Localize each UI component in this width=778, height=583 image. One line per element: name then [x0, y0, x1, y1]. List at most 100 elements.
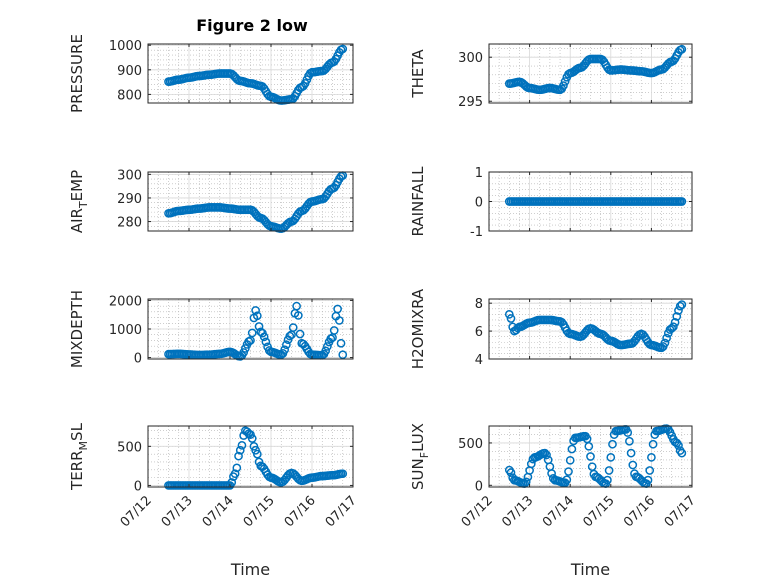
data-point — [670, 318, 680, 327]
data-point — [504, 309, 514, 319]
data-point — [643, 475, 653, 485]
data-point — [603, 475, 612, 485]
y-tick-label: 0 — [475, 479, 483, 494]
x-tick-label: 07/13 — [499, 493, 536, 530]
data-point — [282, 340, 291, 350]
chart-mixdepth: 0 1000 2000 MIXDEPTH — [68, 290, 354, 368]
axes-box — [488, 425, 693, 488]
data-point — [288, 323, 298, 332]
data-point — [326, 334, 336, 344]
data-point — [567, 444, 577, 454]
y-axis-label-suffix: SL — [68, 422, 86, 441]
series-markers — [164, 426, 348, 490]
data-point — [648, 439, 658, 449]
data-point — [334, 316, 344, 325]
y-axis-label-main: TERR — [68, 450, 86, 491]
data-point — [526, 459, 536, 469]
y-axis-label: AIRTEMP — [68, 170, 90, 233]
data-point — [674, 441, 683, 450]
data-point — [323, 342, 332, 351]
y-axis-label: TERRMSL — [68, 422, 90, 491]
data-point — [338, 469, 348, 479]
data-point — [584, 441, 594, 451]
data-point — [247, 434, 257, 443]
data-point — [329, 326, 339, 335]
x-tick-label: 07/17 — [662, 493, 699, 530]
data-point — [559, 81, 568, 90]
y-axis-label: H2OMIXRA — [409, 288, 427, 369]
y-tick-label: 0 — [134, 479, 142, 494]
x-tick-label: 07/14 — [200, 493, 237, 530]
axes-box — [488, 43, 693, 104]
chart-pressure: 800 900 1000 PRESSURE — [68, 34, 354, 113]
y-axis-label-main: AIR — [68, 208, 86, 233]
series-markers — [504, 424, 687, 488]
x-tick-label: 07/13 — [159, 493, 196, 530]
data-point — [241, 344, 250, 353]
data-point — [626, 448, 636, 458]
series-markers — [504, 300, 687, 353]
data-point — [336, 338, 346, 348]
data-point — [295, 329, 305, 339]
data-point — [677, 448, 687, 458]
data-point — [560, 77, 570, 86]
series-markers — [164, 44, 348, 105]
x-axis-label: Time — [570, 560, 610, 579]
data-point — [239, 348, 249, 357]
data-point — [542, 450, 551, 460]
data-point — [547, 469, 556, 478]
axes-box — [147, 43, 354, 104]
data-point — [261, 337, 271, 347]
y-tick-label: 280 — [117, 216, 142, 231]
x-axis-label: Time — [230, 560, 270, 579]
y-tick-label: -1 — [470, 225, 483, 240]
y-axis-label: PRESSURE — [68, 34, 86, 113]
y-axis-label-main: PRESSURE — [68, 34, 86, 113]
y-tick-label: 2000 — [109, 294, 142, 309]
series-markers — [504, 197, 687, 206]
data-point — [604, 466, 614, 475]
data-point — [608, 439, 617, 449]
data-point — [293, 311, 303, 320]
x-tick-label: 07/15 — [241, 493, 278, 530]
x-tick-label: 07/12 — [118, 493, 155, 530]
y-tick-label: 6 — [475, 325, 483, 340]
y-tick-label: 0 — [134, 352, 142, 367]
data-point — [677, 44, 687, 54]
x-tick-label: 07/17 — [323, 493, 360, 530]
data-point — [672, 312, 682, 321]
y-tick-label: 1000 — [109, 39, 142, 54]
data-point — [254, 322, 264, 331]
y-axis-label-subscript: F — [418, 452, 431, 458]
data-point — [675, 301, 685, 311]
data-point — [232, 463, 242, 473]
y-tick-label: 800 — [117, 88, 142, 103]
data-point — [506, 314, 516, 323]
data-point — [662, 333, 671, 343]
data-point — [237, 441, 247, 450]
data-point — [252, 311, 262, 321]
data-point — [562, 475, 572, 485]
y-axis-label-main: THETA — [409, 49, 427, 99]
y-tick-label: 500 — [458, 437, 483, 452]
data-point — [564, 467, 573, 476]
y-axis-label-subscript: M — [77, 441, 90, 451]
chart-theta: 295 300 THETA — [409, 43, 693, 110]
y-tick-label: 290 — [117, 192, 142, 207]
data-point — [565, 455, 575, 465]
data-point — [230, 469, 240, 479]
data-point — [333, 304, 342, 314]
data-point — [669, 322, 678, 332]
chart-h2omixra: 4 6 8 H2OMIXRA — [409, 288, 693, 369]
y-axis-label-main: H2OMIXRA — [409, 288, 427, 369]
data-point — [540, 448, 550, 458]
data-point — [292, 301, 301, 311]
y-tick-label: 300 — [117, 168, 142, 183]
series-markers — [164, 171, 348, 233]
y-tick-label: 8 — [475, 297, 483, 312]
data-point — [677, 300, 687, 309]
y-axis-label-suffix: EMP — [68, 170, 86, 201]
data-point — [251, 306, 260, 315]
